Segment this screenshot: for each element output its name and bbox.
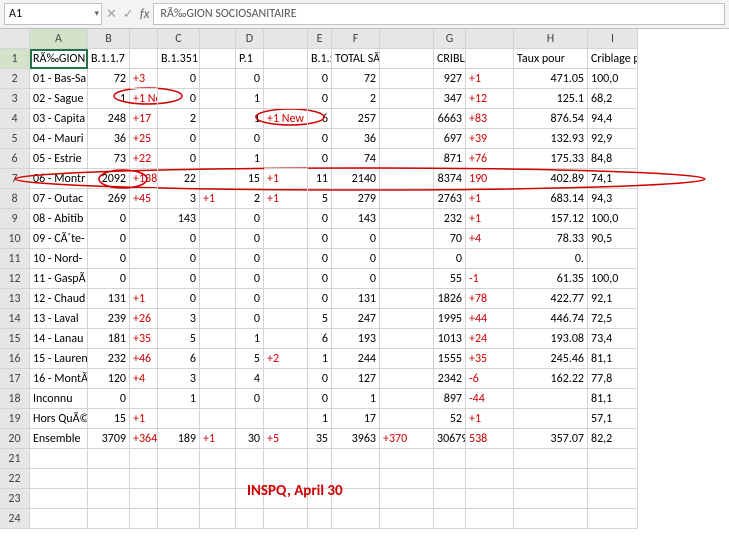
accept-icon: ✓: [123, 7, 134, 22]
formula-value: RÃ‰GION SOCIOSANITAIRE: [160, 7, 296, 21]
spreadsheet-grid[interactable]: ABCDEFGHI1RÃ‰GIONB.1.1.7B.1.351P.1B.1.52…: [0, 29, 729, 529]
name-box-dropdown-icon[interactable]: ▾: [94, 8, 99, 19]
name-box-value: A1: [9, 7, 22, 21]
formula-controls: ✕ ✓ fx: [106, 7, 149, 22]
formula-bar-row: A1 ▾ ✕ ✓ fx RÃ‰GION SOCIOSANITAIRE: [0, 0, 729, 29]
formula-input[interactable]: RÃ‰GION SOCIOSANITAIRE: [153, 3, 725, 25]
cancel-icon: ✕: [106, 7, 117, 22]
annotation-text: INSPQ, April 30: [247, 482, 343, 500]
name-box[interactable]: A1 ▾: [4, 3, 102, 25]
fx-icon[interactable]: fx: [140, 7, 150, 22]
